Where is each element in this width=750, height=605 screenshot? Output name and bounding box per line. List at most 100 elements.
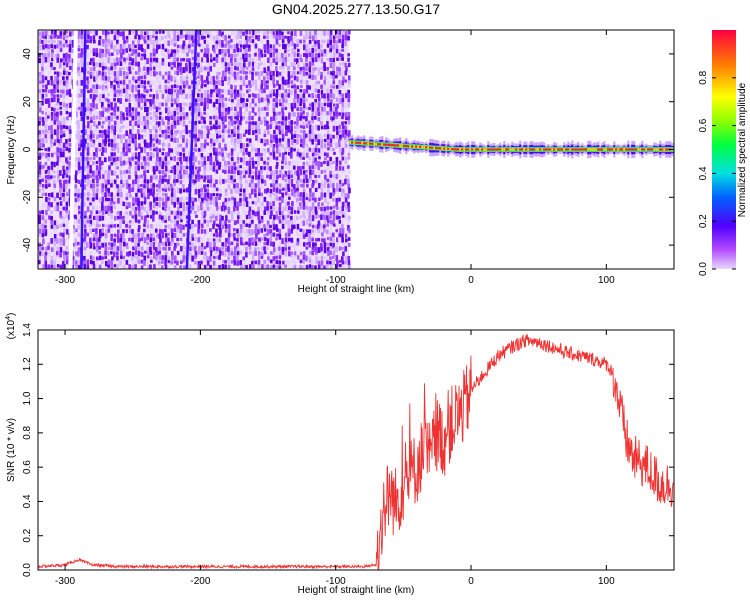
noise-cell	[44, 246, 48, 252]
noise-cell	[230, 152, 234, 157]
signal-core	[355, 141, 358, 144]
noise-cell	[323, 184, 326, 189]
noise-cell	[338, 121, 341, 127]
noise-cell	[305, 201, 309, 208]
noise-cell	[149, 138, 153, 144]
noise-cell	[80, 102, 84, 109]
noise-cell	[342, 138, 345, 143]
noise-cell	[98, 210, 101, 214]
noise-cell	[239, 233, 242, 239]
noise-cell	[239, 197, 242, 204]
noise-cell	[62, 169, 66, 176]
noise-cell	[128, 143, 131, 147]
noise-cell	[158, 102, 162, 107]
noise-cell	[149, 103, 153, 109]
noise-cell	[257, 246, 260, 250]
noise-cell	[89, 116, 93, 122]
noise-cell	[245, 187, 249, 192]
noise-cell	[171, 201, 174, 205]
noise-cell	[215, 169, 219, 174]
noise-cell	[296, 215, 299, 220]
noise-cell	[335, 246, 339, 253]
noise-cell	[146, 166, 150, 171]
noise-cell	[302, 251, 306, 256]
noise-cell	[69, 31, 72, 37]
noise-cell	[167, 143, 171, 148]
noise-cell	[179, 120, 182, 125]
noise-cell	[299, 169, 303, 176]
noise-cell	[245, 66, 249, 71]
noise-cell	[227, 53, 231, 58]
noise-cell	[299, 94, 303, 99]
noise-cell	[62, 250, 66, 257]
noise-cell	[143, 223, 146, 227]
noise-cell	[86, 44, 89, 50]
noise-cell	[345, 238, 348, 243]
noise-cell	[197, 197, 201, 202]
noise-cell	[245, 179, 248, 184]
noise-cell	[287, 183, 290, 189]
noise-cell	[242, 93, 246, 97]
noise-cell	[242, 102, 245, 108]
noise-cell	[86, 183, 89, 187]
noise-cell	[305, 206, 309, 211]
noise-cell	[293, 125, 297, 129]
noise-cell	[173, 61, 177, 68]
noise-cell	[146, 210, 149, 214]
noise-cell	[110, 260, 113, 266]
noise-cell	[272, 270, 275, 276]
noise-cell	[299, 178, 302, 183]
noise-cell	[198, 269, 201, 273]
noise-cell	[107, 48, 110, 55]
noise-cell	[141, 84, 144, 88]
noise-cell	[128, 237, 131, 242]
noise-cell	[155, 98, 158, 105]
noise-cell	[281, 125, 284, 130]
noise-cell	[65, 147, 69, 151]
noise-cell	[302, 111, 305, 115]
noise-cell	[302, 220, 306, 226]
noise-cell	[156, 152, 159, 158]
noise-cell	[50, 93, 54, 97]
noise-cell	[200, 61, 203, 66]
noise-cell	[263, 35, 266, 39]
noise-cell	[251, 201, 255, 205]
noise-cell	[90, 210, 93, 215]
noise-cell	[152, 241, 156, 248]
noise-cell	[278, 71, 282, 77]
noise-cell	[89, 255, 93, 260]
noise-cell	[251, 157, 255, 161]
noise-cell	[279, 142, 282, 147]
noise-cell	[314, 251, 318, 255]
noise-cell	[215, 269, 218, 273]
noise-cell	[131, 40, 135, 47]
noise-cell	[329, 102, 333, 108]
noise-cell	[146, 31, 149, 37]
noise-cell	[83, 255, 86, 262]
noise-cell	[335, 255, 339, 262]
noise-cell	[272, 247, 276, 253]
noise-cell	[239, 139, 242, 144]
noise-cell	[204, 192, 207, 199]
noise-cell	[158, 134, 162, 138]
noise-cell	[275, 30, 279, 36]
noise-cell	[134, 246, 138, 251]
noise-cell	[173, 220, 177, 225]
noise-cell	[263, 62, 267, 66]
noise-cell	[125, 48, 129, 53]
noise-cell	[155, 85, 159, 89]
noise-cell	[309, 124, 312, 131]
noise-cell	[287, 174, 291, 180]
noise-cell	[242, 67, 245, 72]
noise-cell	[260, 93, 263, 98]
noise-cell	[50, 178, 54, 183]
noise-cell	[41, 75, 45, 81]
noise-cell	[161, 35, 164, 40]
noise-cell	[167, 206, 171, 211]
noise-cell	[227, 251, 231, 256]
noise-cell	[272, 232, 276, 237]
noise-cell	[296, 160, 300, 167]
noise-cell	[140, 138, 144, 144]
noise-cell	[80, 166, 83, 170]
noise-cell	[317, 93, 320, 99]
